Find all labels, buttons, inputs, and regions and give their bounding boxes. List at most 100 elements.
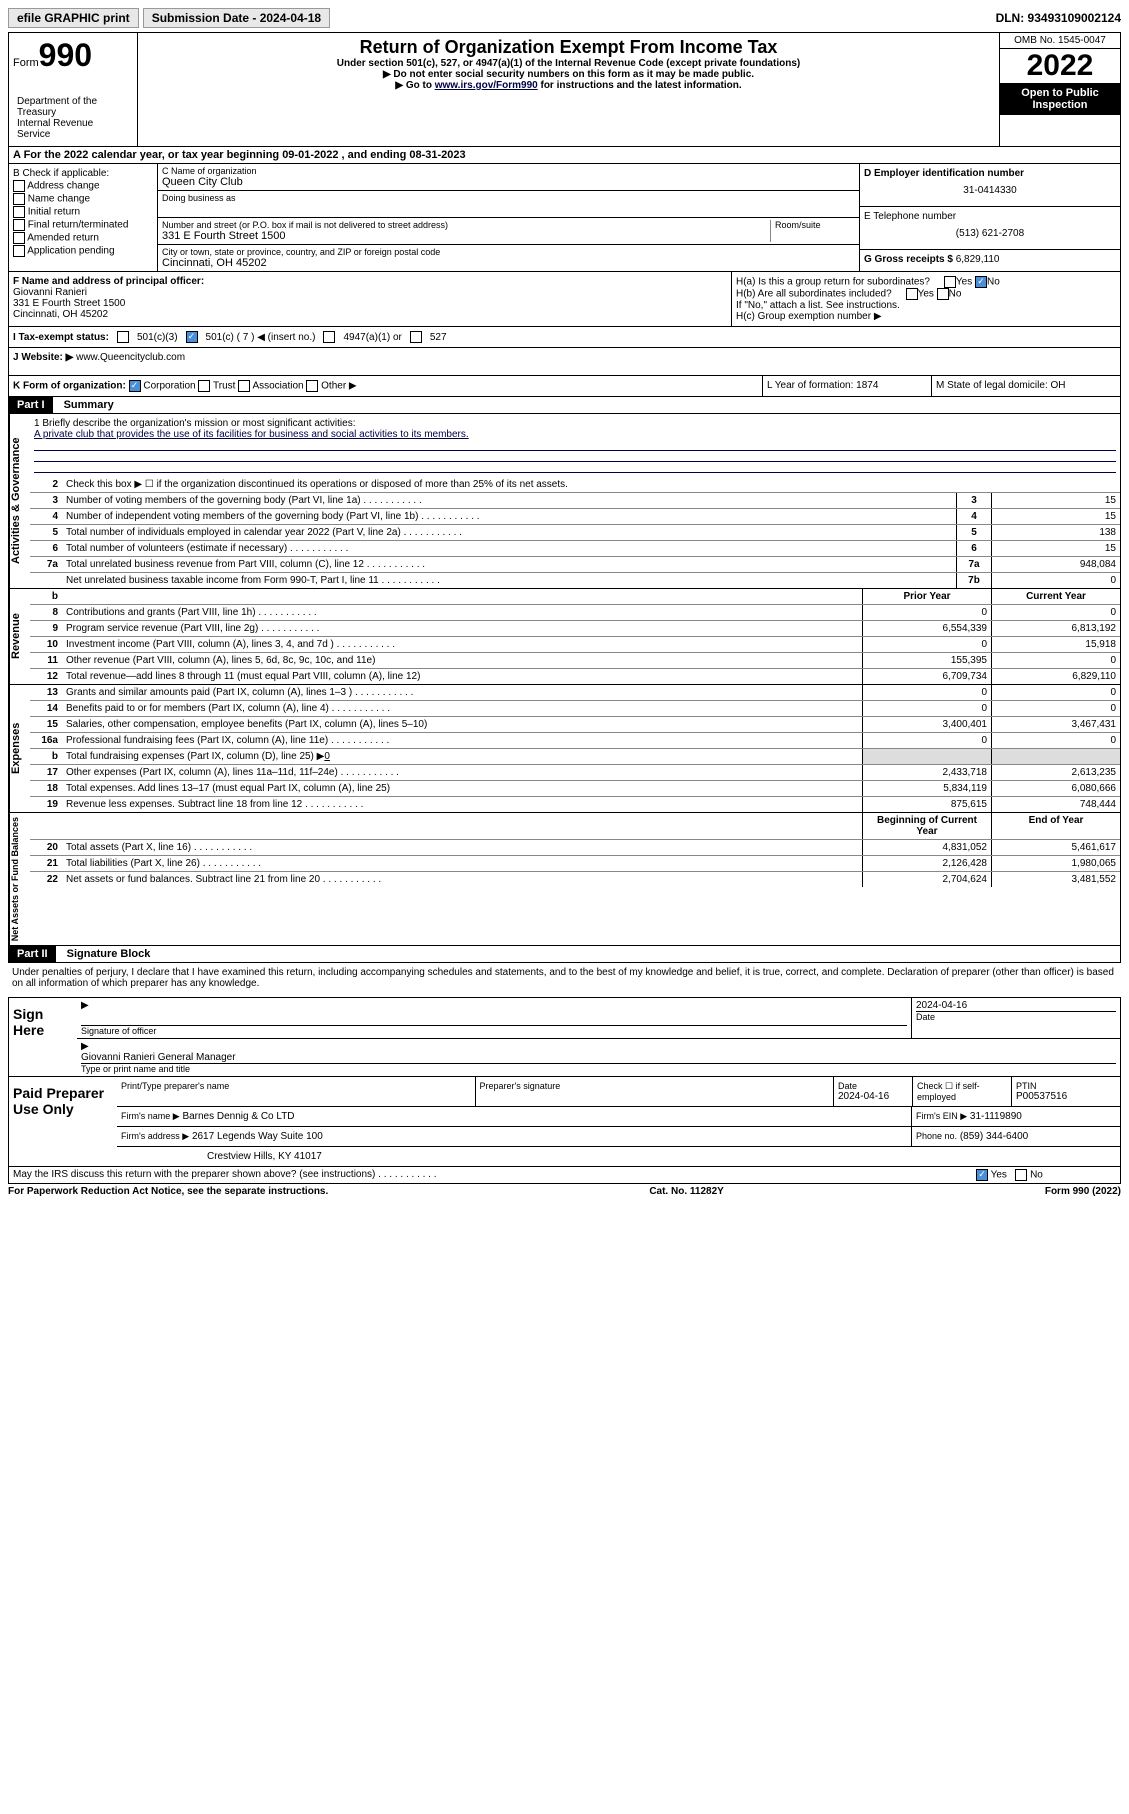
cb-pending[interactable]: [13, 245, 25, 257]
col-b-checkboxes: B Check if applicable: Address change Na…: [9, 164, 158, 271]
p10: 0: [862, 637, 991, 652]
p15: 3,400,401: [862, 717, 991, 732]
sig-date-label: Date: [916, 1011, 1116, 1022]
cb-4947[interactable]: [323, 331, 335, 343]
main-info-block: B Check if applicable: Address change Na…: [8, 164, 1121, 272]
col-mid: C Name of organization Queen City Club D…: [158, 164, 859, 271]
e22: 3,481,552: [991, 872, 1120, 887]
officer-label: F Name and address of principal officer:: [13, 276, 727, 287]
line-19: Revenue less expenses. Subtract line 18 …: [62, 797, 862, 812]
cb-501c3[interactable]: [117, 331, 129, 343]
cb-ha-no[interactable]: [975, 276, 987, 288]
firm-ein: 31-1119890: [970, 1111, 1022, 1122]
p12: 6,709,734: [862, 669, 991, 684]
line-18: Total expenses. Add lines 13–17 (must eq…: [62, 781, 862, 796]
dba-label: Doing business as: [162, 193, 855, 203]
addr-box: Number and street (or P.O. box if mail i…: [158, 218, 859, 245]
line-5: Total number of individuals employed in …: [62, 525, 956, 540]
form-number: 990: [39, 37, 92, 73]
val-7b: 0: [991, 573, 1120, 588]
line-22: Net assets or fund balances. Subtract li…: [62, 872, 862, 887]
header-sub1: Under section 501(c), 527, or 4947(a)(1)…: [142, 58, 995, 69]
vtab-netassets: Net Assets or Fund Balances: [9, 813, 30, 945]
website-value: www.Queencityclub.com: [76, 352, 185, 363]
p17: 2,433,718: [862, 765, 991, 780]
sig-date-val: 2024-04-16: [916, 1000, 1116, 1011]
val-5: 138: [991, 525, 1120, 540]
website-row: J Website: ▶ www.Queencityclub.com: [8, 348, 1121, 376]
part1-header: Part I Summary: [8, 397, 1121, 414]
line-20: Total assets (Part X, line 16): [62, 840, 862, 855]
cb-527[interactable]: [410, 331, 422, 343]
c8: 0: [991, 605, 1120, 620]
part1-title: Summary: [56, 397, 122, 413]
activities-section: Activities & Governance 1 Briefly descri…: [8, 414, 1121, 589]
cb-address-change[interactable]: [13, 180, 25, 192]
cb-amended[interactable]: [13, 232, 25, 244]
line-16b: Total fundraising expenses (Part IX, col…: [62, 749, 862, 764]
e21: 1,980,065: [991, 856, 1120, 871]
p14: 0: [862, 701, 991, 716]
paid-preparer-block: Paid Preparer Use Only Print/Type prepar…: [8, 1077, 1121, 1167]
prep-date: 2024-04-16: [838, 1091, 908, 1102]
val-7a: 948,084: [991, 557, 1120, 572]
ptin-value: P00537516: [1016, 1091, 1116, 1102]
m-state: M State of legal domicile: OH: [931, 376, 1120, 396]
cb-assoc[interactable]: [238, 380, 250, 392]
efile-button[interactable]: efile GRAPHIC print: [8, 8, 139, 28]
sig-name: Giovanni Ranieri General Manager: [81, 1052, 1116, 1063]
line-3: Number of voting members of the governin…: [62, 493, 956, 508]
line-15: Salaries, other compensation, employee b…: [62, 717, 862, 732]
phone-box: E Telephone number (513) 621-2708: [860, 207, 1120, 250]
cb-discuss-no[interactable]: [1015, 1169, 1027, 1181]
cb-discuss-yes[interactable]: [976, 1169, 988, 1181]
c18: 6,080,666: [991, 781, 1120, 796]
officer-row: F Name and address of principal officer:…: [8, 272, 1121, 327]
revenue-section: Revenue bPrior YearCurrent Year 8Contrib…: [8, 589, 1121, 685]
room-label: Room/suite: [770, 220, 855, 242]
form-header: Form990 Department of the Treasury Inter…: [8, 32, 1121, 147]
officer-city: Cincinnati, OH 45202: [13, 309, 727, 320]
line-10: Investment income (Part VIII, column (A)…: [62, 637, 862, 652]
sign-here-block: Sign Here Signature of officer 2024-04-1…: [8, 997, 1121, 1077]
prep-check-label: Check ☐ if self-employed: [913, 1077, 1012, 1106]
c10: 15,918: [991, 637, 1120, 652]
footer-left: For Paperwork Reduction Act Notice, see …: [8, 1186, 328, 1197]
cb-hb-yes[interactable]: [906, 288, 918, 300]
irs-link[interactable]: www.irs.gov/Form990: [435, 80, 538, 91]
cb-name-change[interactable]: [13, 193, 25, 205]
header-center: Return of Organization Exempt From Incom…: [138, 33, 999, 146]
p19: 875,615: [862, 797, 991, 812]
dept-label: Department of the Treasury Internal Reve…: [13, 94, 133, 142]
ein-label: D Employer identification number: [864, 168, 1116, 179]
cb-501c[interactable]: [186, 331, 198, 343]
cb-ha-yes[interactable]: [944, 276, 956, 288]
footer-right: Form 990 (2022): [1045, 1186, 1121, 1197]
cb-trust[interactable]: [198, 380, 210, 392]
form-title: Return of Organization Exempt From Incom…: [142, 37, 995, 58]
officer-name: Giovanni Ranieri: [13, 287, 727, 298]
c13: 0: [991, 685, 1120, 700]
status-row: I Tax-exempt status: 501(c)(3) 501(c) ( …: [8, 327, 1121, 348]
mission-block: 1 Briefly describe the organization's mi…: [30, 414, 1120, 477]
cb-corp[interactable]: [129, 380, 141, 392]
cb-initial-return[interactable]: [13, 206, 25, 218]
org-city: Cincinnati, OH 45202: [162, 257, 855, 269]
col-right: D Employer identification number 31-0414…: [859, 164, 1120, 271]
submission-button[interactable]: Submission Date - 2024-04-18: [143, 8, 330, 28]
part2-header: Part II Signature Block: [8, 946, 1121, 963]
prep-date-label: Date: [838, 1081, 908, 1091]
p8: 0: [862, 605, 991, 620]
cb-hb-no[interactable]: [937, 288, 949, 300]
dln-label: DLN: 93493109002124: [996, 11, 1121, 25]
p11: 155,395: [862, 653, 991, 668]
prep-name-label: Print/Type preparer's name: [121, 1081, 471, 1091]
website-label: J Website: ▶: [13, 352, 73, 363]
c16a: 0: [991, 733, 1120, 748]
inspection-label: Open to Public Inspection: [1000, 83, 1120, 115]
cb-final-return[interactable]: [13, 219, 25, 231]
line-16a: Professional fundraising fees (Part IX, …: [62, 733, 862, 748]
ptin-label: PTIN: [1016, 1081, 1116, 1091]
part1-badge: Part I: [9, 397, 53, 413]
cb-other[interactable]: [306, 380, 318, 392]
